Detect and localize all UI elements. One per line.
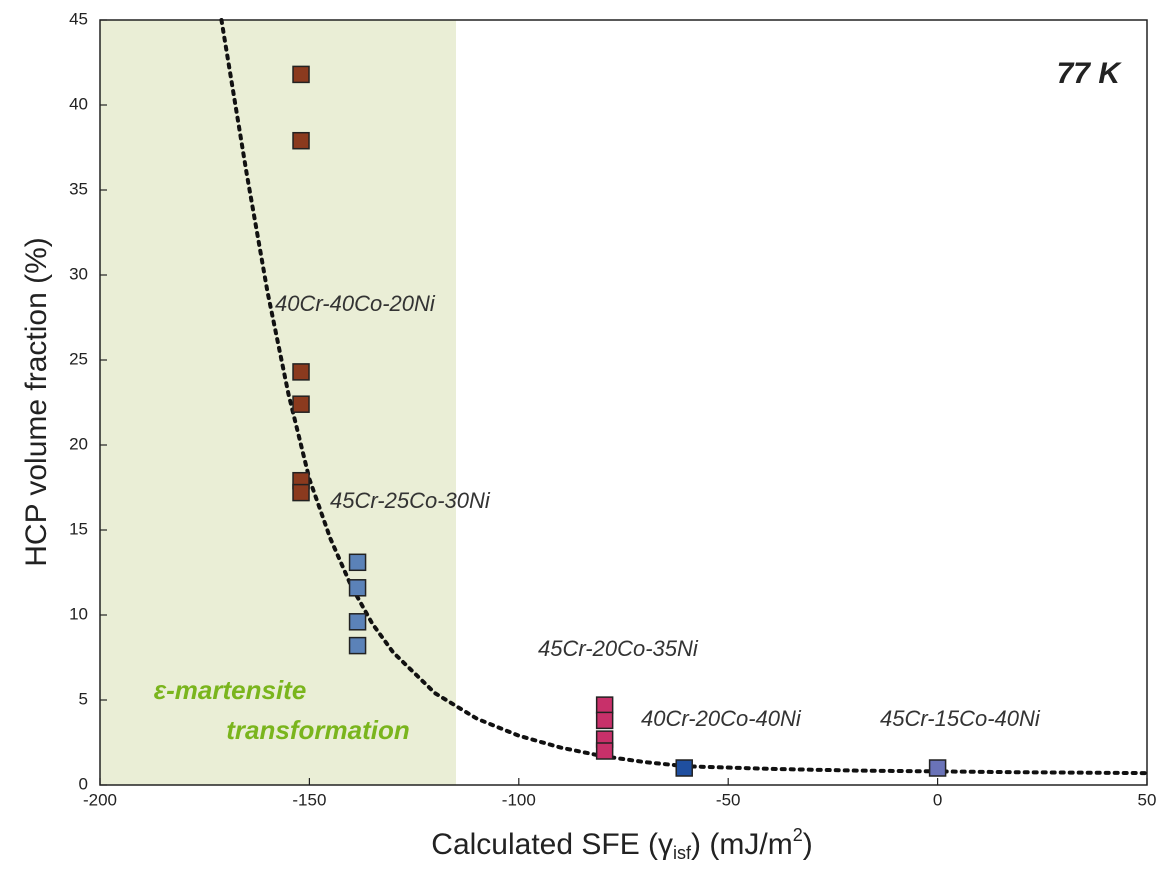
x-tick-label: 50 xyxy=(1138,790,1157,809)
series-label: 45Cr-25Co-30Ni xyxy=(330,488,491,513)
y-tick-label: 20 xyxy=(69,434,88,453)
x-label-sup: 2 xyxy=(793,825,803,845)
y-axis-label: HCP volume fraction (%) xyxy=(20,237,53,567)
y-tick-label: 30 xyxy=(69,264,88,283)
x-label-part: Calculated SFE (γ xyxy=(431,828,673,861)
data-point xyxy=(595,711,614,730)
trend-curve xyxy=(219,18,1149,776)
region-label: transformation xyxy=(226,715,409,745)
x-label-sub: isf xyxy=(673,843,692,863)
x-tick-label: -100 xyxy=(502,790,536,809)
data-point xyxy=(348,579,367,597)
x-tick-label: -150 xyxy=(292,790,326,809)
data-point xyxy=(595,696,614,714)
data-point xyxy=(595,742,614,760)
series-label: 40Cr-40Co-20Ni xyxy=(275,291,436,316)
data-point xyxy=(292,65,310,84)
x-tick-label: -200 xyxy=(83,790,117,809)
y-tick-label: 0 xyxy=(79,774,88,793)
x-axis-label: Calculated SFE (γisf) (mJ/m2) xyxy=(431,825,812,863)
data-point xyxy=(348,553,367,572)
y-tick-label: 10 xyxy=(69,604,88,623)
x-tick-label: 0 xyxy=(933,790,942,809)
plot-area: ε-martensite transformation -200 -150 -100 -5… xyxy=(69,9,1156,809)
x-tick-label: -50 xyxy=(716,790,741,809)
y-tick-label: 5 xyxy=(79,689,88,708)
y-tick-label: 15 xyxy=(69,519,88,538)
data-point xyxy=(348,613,367,631)
region-label: ε-martensite xyxy=(154,675,307,705)
y-tick-label: 45 xyxy=(69,9,88,28)
data-point xyxy=(675,759,693,777)
data-point xyxy=(292,363,310,381)
data-point xyxy=(292,483,310,502)
temperature-label: 77 K xyxy=(1057,57,1123,90)
y-tick-label: 40 xyxy=(69,94,88,113)
data-point xyxy=(348,636,367,655)
series-label: 45Cr-15Co-40Ni xyxy=(880,706,1041,731)
data-point xyxy=(928,759,947,777)
data-point xyxy=(292,131,310,150)
shaded-region xyxy=(100,20,456,785)
y-tick-label: 35 xyxy=(69,179,88,198)
data-point xyxy=(292,395,310,413)
x-label-part: ) (mJ/m xyxy=(691,828,793,861)
x-label-part: ) xyxy=(803,828,813,861)
series-label: 40Cr-20Co-40Ni xyxy=(641,706,802,731)
series-label: 45Cr-20Co-35Ni xyxy=(538,636,699,661)
plot-frame xyxy=(99,19,1148,786)
y-tick-label: 25 xyxy=(69,349,88,368)
